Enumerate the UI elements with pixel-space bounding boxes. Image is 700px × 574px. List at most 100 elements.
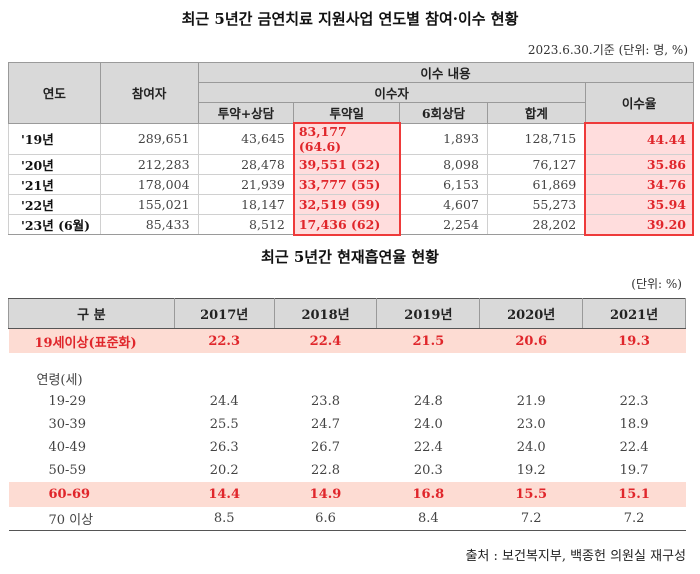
header-year-col: 2019년 — [376, 298, 481, 329]
header-drug-only: 투약일 — [293, 102, 401, 124]
table-row: 50-59 20.2 22.8 20.3 19.2 19.7 — [9, 459, 686, 482]
header-completion-content: 이수 내용 — [197, 62, 694, 83]
drug-only-cell: 17,436 (62) — [292, 214, 401, 236]
spacer-cell — [9, 353, 686, 367]
completion-table: 연도 참여자 이수 내용 이수자 이수율 투약+상담 투약일 6회상담 합계 '… — [8, 62, 694, 236]
table-row: '19년 289,651 43,645 83,177 (64.6) 1,893 128,7… — [8, 122, 694, 155]
rate-value: 21.5 — [376, 328, 480, 353]
rate-value: 15.1 — [582, 482, 686, 507]
standard-row: 19세이상(표준화) 22.3 22.4 21.5 20.6 19.3 — [8, 328, 686, 353]
participants-cell: 178,004 — [99, 174, 199, 195]
drug-only-cell: 83,177 (64.6) — [292, 122, 401, 155]
age-label-filler — [174, 367, 685, 390]
rate-value: 6.6 — [274, 507, 377, 531]
rate-value: 14.9 — [274, 482, 377, 507]
table-row: '23년 (6월) 85,433 8,512 17,436 (62) 2,254 28,2… — [8, 214, 694, 236]
rate-value: 8.4 — [376, 507, 480, 531]
rate-value: 19.2 — [516, 463, 546, 478]
year-cell: '23년 (6월) — [8, 214, 101, 235]
row-label: 19세이상(표준화) — [8, 328, 175, 353]
table2-unit-note: (단위: %) — [631, 277, 682, 291]
rate-value: 23.8 — [311, 394, 340, 409]
rate-value: 22.4 — [413, 440, 443, 455]
participants-cell: 212,283 — [99, 154, 199, 175]
year-cell: '21년 — [8, 174, 101, 195]
highlight-row: 60-69 14.4 14.9 16.8 15.5 15.1 — [8, 482, 686, 507]
row-label: 30-39 — [48, 417, 86, 432]
row-label: 50-59 — [48, 463, 86, 478]
rate-value: 19.3 — [582, 328, 686, 353]
rate-value: 23.0 — [516, 417, 546, 432]
rate-cell: 34.76 — [584, 174, 694, 195]
rate-value: 24.7 — [311, 417, 340, 432]
table-row: 19-29 24.4 23.8 24.8 21.9 22.3 — [9, 390, 686, 413]
rate-value: 7.2 — [582, 507, 686, 531]
total-cell: 55,273 — [486, 194, 586, 215]
table-row: 30-39 25.5 24.7 24.0 23.0 18.9 — [9, 413, 686, 436]
row-label: 70 이상 — [8, 507, 175, 531]
header-year-col: 2018년 — [273, 298, 378, 329]
drug-counsel-cell: 28,478 — [197, 154, 295, 175]
counsel6-cell: 8,098 — [399, 154, 488, 175]
drug-counsel-cell: 21,939 — [197, 174, 295, 195]
table2-title: 최근 5년간 현재흡연율 현황 — [261, 248, 439, 266]
header-year: 연도 — [8, 62, 101, 124]
rate-value: 22.8 — [311, 463, 340, 478]
smoking-rate-table: 구 분 2017년 2018년 2019년 2020년 2021년 19세이상(표준화) 2… — [8, 298, 686, 531]
rate-value: 20.3 — [413, 463, 443, 478]
age-label: 연령(세) — [36, 373, 83, 388]
rate-value: 22.4 — [619, 440, 649, 455]
participants-cell: 85,433 — [99, 214, 199, 235]
rate-value: 26.3 — [209, 440, 239, 455]
header-participants: 참여자 — [99, 62, 199, 124]
rate-cell: 35.94 — [584, 194, 694, 215]
counsel6-cell: 6,153 — [399, 174, 488, 195]
total-cell: 28,202 — [486, 214, 586, 235]
year-cell: '22년 — [8, 194, 101, 215]
drug-only-cell: 32,519 (59) — [292, 194, 401, 215]
table1-unit-note: 2023.6.30.기준 (단위: 명, %) — [527, 43, 688, 57]
rate-value: 25.5 — [209, 417, 239, 432]
rate-value: 24.0 — [516, 440, 546, 455]
header-rate: 이수율 — [584, 82, 694, 124]
counsel6-cell: 4,607 — [399, 194, 488, 215]
counsel6-cell: 1,893 — [399, 122, 488, 155]
header-year-col: 2017년 — [173, 298, 275, 329]
header-year-col: 2021년 — [582, 298, 686, 329]
source-note: 출처 : 보건복지부, 백종헌 의원실 재구성 — [465, 549, 686, 564]
drug-only-cell: 39,551 (52) — [292, 154, 401, 175]
header-completers: 이수자 — [197, 82, 586, 103]
header-total: 합계 — [486, 102, 586, 124]
rate-value: 18.9 — [619, 417, 649, 432]
rate-value: 21.9 — [516, 394, 546, 409]
spacer-row — [9, 353, 686, 367]
rate-value: 22.3 — [174, 328, 275, 353]
rate-value: 26.7 — [311, 440, 340, 455]
rate-value: 7.2 — [479, 507, 583, 531]
rate-value: 19.7 — [619, 463, 649, 478]
rate-value: 15.5 — [479, 482, 583, 507]
counsel6-cell: 2,254 — [399, 214, 488, 235]
table-row: '22년 155,021 18,147 32,519 (59) 4,607 55,273 3… — [8, 194, 694, 215]
rate-value: 24.8 — [413, 394, 443, 409]
total-cell: 128,715 — [486, 122, 586, 155]
drug-only-cell: 33,777 (55) — [292, 174, 401, 195]
rate-value: 24.4 — [209, 394, 239, 409]
drug-counsel-cell: 8,512 — [197, 214, 295, 235]
rate-cell: 35.86 — [584, 154, 694, 175]
total-cell: 76,127 — [486, 154, 586, 175]
table-row: 40-49 26.3 26.7 22.4 24.0 22.4 — [9, 436, 686, 459]
row-label: 19-29 — [48, 394, 86, 409]
participants-cell: 289,651 — [99, 122, 199, 155]
row-label: 60-69 — [8, 482, 175, 507]
header-category: 구 분 — [8, 298, 175, 329]
rate-value: 22.4 — [274, 328, 377, 353]
drug-counsel-cell: 43,645 — [197, 122, 295, 155]
participants-cell: 155,021 — [99, 194, 199, 215]
table-row: '21년 178,004 21,939 33,777 (55) 6,153 61,869 3… — [8, 174, 694, 195]
drug-counsel-cell: 18,147 — [197, 194, 295, 215]
rate-value: 8.5 — [174, 507, 275, 531]
rate-value: 20.2 — [209, 463, 239, 478]
row-label: 40-49 — [48, 440, 86, 455]
rate-cell: 39.20 — [584, 214, 694, 236]
